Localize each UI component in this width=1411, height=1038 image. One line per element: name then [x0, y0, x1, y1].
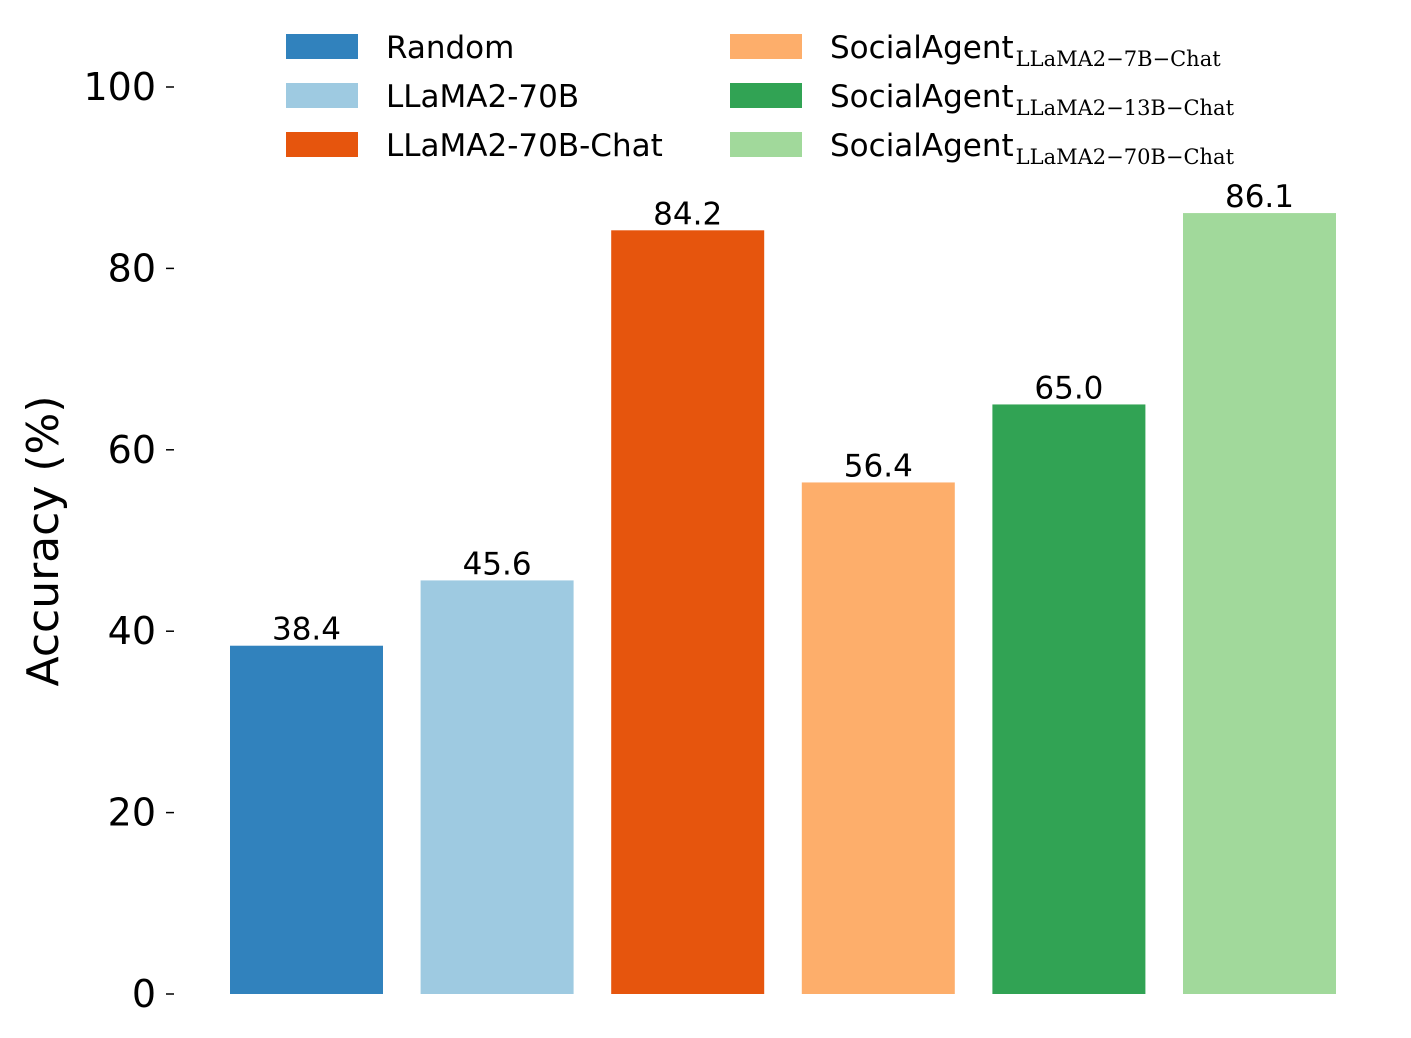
- bar-3: [611, 230, 765, 994]
- legend-swatch: [730, 83, 802, 108]
- y-tick-label: 100: [83, 65, 156, 109]
- bar-value-label: 65.0: [1034, 370, 1103, 406]
- bar-value-label: 45.6: [463, 546, 532, 582]
- legend-swatch: [730, 34, 802, 59]
- y-tick-label: 20: [108, 791, 156, 835]
- legend-label: SocialAgentLLaMA2−70B−Chat: [830, 128, 1235, 169]
- bars: 38.4 45.6 84.2 56.4 65.0 86.1: [230, 179, 1336, 994]
- bar-value-label: 84.2: [653, 196, 722, 232]
- bar-1: [230, 645, 383, 994]
- legend-label: LLaMA2-70B-Chat: [386, 128, 663, 164]
- legend-label: LLaMA2-70B: [386, 79, 579, 115]
- legend: Random LLaMA2-70B LLaMA2-70B-Chat SocialAge…: [286, 30, 1235, 169]
- legend-swatch: [286, 132, 358, 157]
- legend-swatch: [286, 34, 358, 59]
- y-tick-label: 80: [108, 246, 156, 290]
- bar-value-label: 86.1: [1225, 179, 1294, 215]
- y-tick-label: 60: [108, 428, 156, 472]
- y-tick-label: 0: [132, 972, 156, 1016]
- y-tick-label: 40: [108, 609, 156, 653]
- y-axis-label: Accuracy (%): [18, 395, 69, 686]
- bar-value-label: 56.4: [844, 448, 913, 484]
- y-axis: 0 20 40 60 80 100: [83, 65, 174, 1016]
- legend-swatch: [286, 83, 358, 108]
- legend-swatch: [730, 132, 802, 157]
- legend-label: SocialAgentLLaMA2−7B−Chat: [830, 30, 1221, 71]
- bar-5: [992, 404, 1146, 994]
- bar-4: [801, 482, 955, 994]
- legend-label: Random: [386, 30, 514, 66]
- bar-2: [420, 580, 574, 994]
- bar-6: [1183, 213, 1336, 994]
- legend-label: SocialAgentLLaMA2−13B−Chat: [830, 79, 1235, 120]
- bar-value-label: 38.4: [272, 612, 341, 648]
